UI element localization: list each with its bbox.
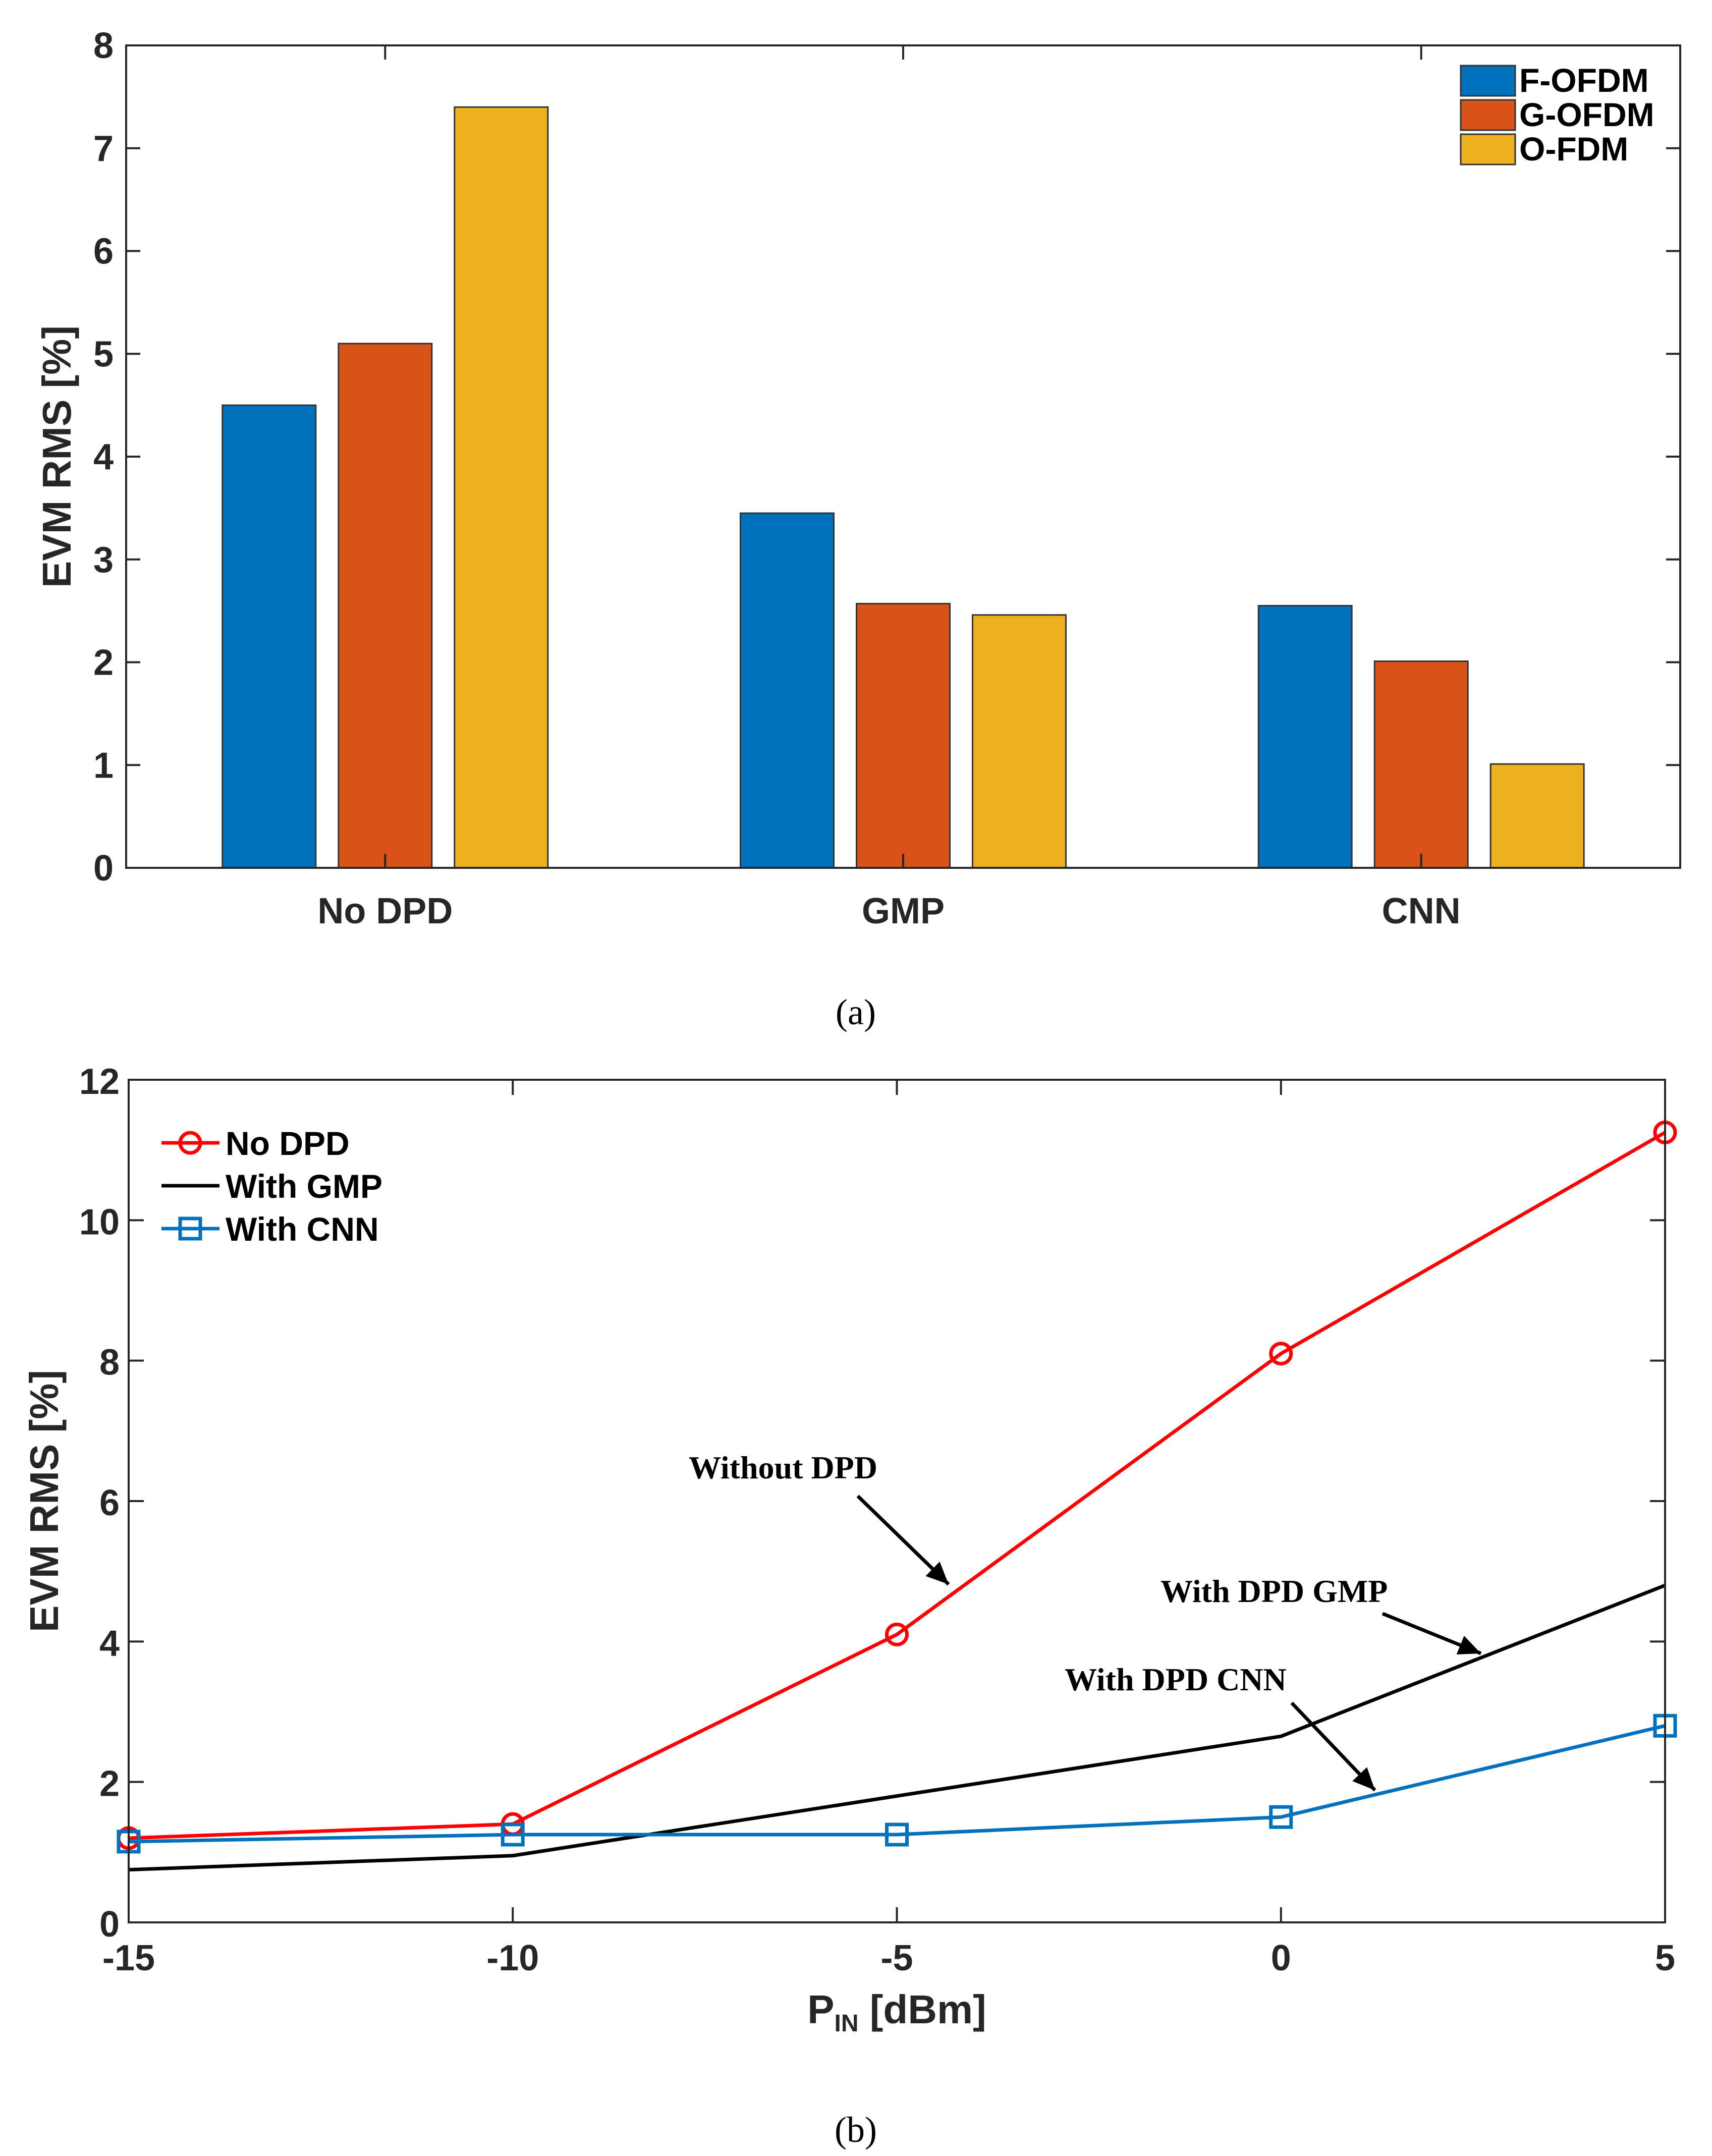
caption-a: (a) bbox=[836, 992, 876, 1032]
bar-gmp-g-ofdm bbox=[856, 602, 951, 869]
y-tick-label: 6 bbox=[99, 1483, 120, 1523]
marker-with-cnn bbox=[1269, 1805, 1293, 1829]
y-tick-label: 8 bbox=[93, 26, 114, 66]
y-tick-label: 12 bbox=[79, 1062, 120, 1102]
marker-with-cnn bbox=[501, 1822, 525, 1847]
y-tick-label: 0 bbox=[99, 1904, 120, 1945]
legend-label-with-cnn: With CNN bbox=[226, 1210, 379, 1248]
annotation-arrowhead-without-dpd bbox=[925, 1561, 949, 1584]
bar-cnn-f-ofdm bbox=[1257, 604, 1353, 869]
bar-cnn-g-ofdm bbox=[1373, 660, 1469, 869]
y-tick-label: 3 bbox=[93, 540, 114, 580]
marker-no-dpd bbox=[885, 1622, 909, 1646]
annotation-with-dpd-gmp: With DPD GMP bbox=[1161, 1573, 1388, 1609]
legend-label-o-fdm: O-FDM bbox=[1519, 130, 1628, 168]
legend-b: No DPD With GMP With CNN bbox=[161, 1125, 382, 1248]
y-tick-label: 6 bbox=[93, 232, 114, 272]
bar-no-dpd-f-ofdm bbox=[222, 404, 317, 869]
y-tick-label: 5 bbox=[93, 334, 114, 374]
bar-no-dpd-o-fdm bbox=[454, 106, 549, 869]
annotation-arrowhead-with-dpd-cnn bbox=[1352, 1767, 1375, 1790]
bar-cnn-o-fdm bbox=[1489, 763, 1585, 869]
axes-box-a bbox=[125, 44, 1681, 869]
series-line-with-cnn bbox=[128, 1724, 1666, 1844]
x-tick-label: CNN bbox=[1382, 891, 1461, 931]
x-axis-title: PIN [dBm] bbox=[807, 1987, 986, 2037]
y-axis-title: EVM RMS [%] bbox=[22, 1370, 67, 1632]
y-axis-title: EVM RMS [%] bbox=[34, 325, 79, 588]
y-tick-label: 8 bbox=[99, 1343, 120, 1383]
legend-swatch-g-ofdm bbox=[1460, 99, 1516, 131]
x-tick-label: 0 bbox=[1271, 1938, 1291, 1978]
x-tick-label: -10 bbox=[486, 1938, 539, 1978]
annotation-without-dpd: Without DPD bbox=[689, 1450, 877, 1485]
y-tick-label: 0 bbox=[93, 848, 114, 889]
y-tick-label: 7 bbox=[93, 129, 114, 169]
legend-swatch-o-fdm bbox=[1460, 133, 1516, 165]
x-tick-label: -15 bbox=[102, 1938, 155, 1978]
y-tick-label: 2 bbox=[99, 1764, 120, 1804]
marker-no-dpd bbox=[1269, 1342, 1293, 1366]
y-tick-label: 10 bbox=[79, 1202, 120, 1242]
legend-swatch-f-ofdm bbox=[1460, 65, 1516, 97]
bar-chart-evm-by-dpd: 0 1 2 3 4 5 6 7 8 No DPD GMP CNN EVM RMS [%] F-OFDMG-… bbox=[34, 26, 1681, 931]
x-tick-label: 5 bbox=[1655, 1938, 1675, 1978]
y-tick-label: 1 bbox=[93, 745, 114, 786]
x-axis-title-main: P bbox=[807, 1987, 834, 2032]
axes-box-b bbox=[128, 1079, 1666, 1923]
plot-area-b bbox=[129, 1080, 1665, 1922]
line-chart-evm-vs-pin: 0 2 4 6 8 10 12 -15 -10 -5 0 5 Without DPD With DPD G… bbox=[22, 1062, 1677, 2037]
annotation-arrowhead-with-dpd-gmp bbox=[1456, 1635, 1481, 1655]
bar-gmp-f-ofdm bbox=[740, 512, 835, 869]
bar-no-dpd-g-ofdm bbox=[338, 343, 433, 869]
x-axis-title-subscript: IN bbox=[835, 2010, 859, 2037]
x-tick-label: GMP bbox=[862, 891, 945, 931]
x-tick-label: No DPD bbox=[317, 891, 453, 931]
annotation-with-dpd-cnn: With DPD CNN bbox=[1065, 1662, 1287, 1697]
series-line-with-gmp bbox=[128, 1583, 1666, 1872]
legend-marker-with-cnn bbox=[178, 1217, 202, 1241]
legend-label-g-ofdm: G-OFDM bbox=[1519, 96, 1654, 133]
marker-with-cnn bbox=[885, 1822, 909, 1847]
y-tick-label: 2 bbox=[93, 643, 114, 683]
legend-label-no-dpd: No DPD bbox=[226, 1125, 350, 1162]
legend-marker-no-dpd bbox=[178, 1131, 202, 1155]
x-tick-label: -5 bbox=[880, 1938, 913, 1978]
legend-label-with-gmp: With GMP bbox=[226, 1168, 382, 1205]
x-axis-title-unit: [dBm] bbox=[859, 1987, 986, 2032]
series-line-no-dpd bbox=[128, 1131, 1666, 1840]
legend-label-f-ofdm: F-OFDM bbox=[1519, 62, 1649, 99]
y-tick-label: 4 bbox=[93, 437, 114, 477]
bar-gmp-o-fdm bbox=[972, 614, 1067, 869]
y-tick-label: 4 bbox=[99, 1623, 120, 1664]
caption-b: (b) bbox=[835, 2110, 877, 2150]
